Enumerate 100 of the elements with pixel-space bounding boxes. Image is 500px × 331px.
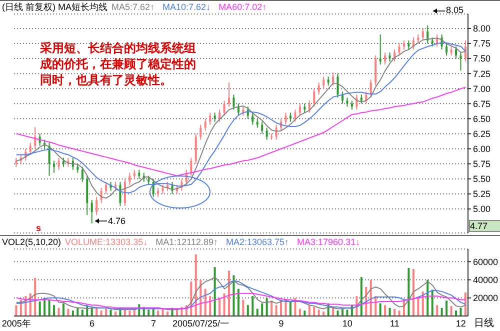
x-tick-label: 12 — [456, 318, 466, 328]
candlestick — [298, 103, 301, 116]
candlestick — [289, 112, 292, 122]
candlestick — [38, 133, 41, 146]
bar — [431, 290, 434, 316]
text: MA2:13063.75↑ — [226, 237, 290, 247]
x-tick-label: 9 — [278, 318, 284, 328]
annotation: 采用短、长结合的均线系统组成的价托，在兼顾了稳定性的同时，也具有了灵敏性。 — [40, 40, 197, 88]
bar — [384, 305, 386, 316]
bar — [346, 310, 348, 316]
bar — [105, 308, 108, 316]
candlestick — [346, 97, 348, 108]
bar — [218, 298, 221, 316]
bar — [72, 310, 74, 316]
candlestick — [370, 79, 372, 98]
y-tick-label: 6.50 — [473, 114, 491, 124]
candlestick — [62, 157, 64, 168]
x-tick-label: 10 — [342, 318, 352, 328]
candlestick — [379, 34, 382, 66]
candlestick — [76, 163, 79, 174]
candlestick — [162, 184, 164, 194]
candlestick — [422, 28, 424, 41]
y-tick-label: 7.75 — [473, 38, 491, 49]
y-tick-label: 5.75 — [473, 159, 491, 170]
bar — [408, 268, 410, 316]
candlestick — [34, 126, 36, 150]
bar — [242, 300, 244, 316]
y-tick-label: 6.00 — [473, 144, 491, 154]
candlestick — [350, 100, 353, 110]
candlestick — [29, 142, 32, 156]
candlestick — [138, 169, 140, 180]
bar — [81, 310, 84, 316]
candlestick — [204, 118, 206, 132]
bar — [436, 305, 438, 316]
x-tick-label: 11 — [390, 318, 400, 328]
candlestick — [365, 91, 368, 104]
candlestick — [200, 124, 202, 140]
bar — [15, 305, 18, 316]
bar — [237, 288, 240, 316]
bar — [67, 308, 70, 316]
bar — [48, 300, 50, 316]
bar — [388, 308, 391, 316]
text: MA3:17960.31↓ — [297, 237, 360, 247]
candlestick — [384, 52, 386, 66]
bar — [246, 305, 249, 316]
candlestick — [218, 109, 221, 122]
bar — [313, 306, 316, 316]
candlestick — [15, 157, 18, 168]
y-tick-label: 7.50 — [473, 54, 491, 64]
bar — [360, 277, 362, 316]
bar — [110, 310, 112, 316]
candlestick — [336, 73, 339, 98]
candlestick — [308, 100, 310, 114]
candlestick — [148, 175, 150, 186]
candlestick — [454, 46, 457, 60]
bar — [261, 303, 264, 316]
y-tick-label: 60000 — [473, 256, 498, 267]
y-tick-label: 5.50 — [473, 174, 491, 184]
candlestick — [232, 94, 235, 110]
line-series — [16, 292, 466, 310]
bar — [275, 305, 278, 316]
y-tick-label: 8.00 — [473, 24, 491, 34]
bar — [298, 308, 301, 316]
bar — [209, 296, 212, 316]
candlestick — [398, 42, 400, 56]
candlestick — [318, 82, 320, 96]
candlestick — [341, 91, 344, 104]
bar — [304, 310, 306, 316]
y-tick-label: 7.00 — [473, 84, 491, 94]
y-tick-label: 6.75 — [473, 98, 491, 109]
text: 日线 — [473, 316, 495, 330]
text: MA60:7.02↑ — [218, 2, 267, 12]
text: MA5:7.62↑ — [112, 2, 155, 12]
y-tick-label: 6.25 — [473, 128, 491, 139]
bar — [394, 308, 396, 316]
chart-title: VOL2(5,10,20) — [2, 237, 62, 247]
candlestick — [190, 157, 192, 176]
candlestick — [242, 106, 244, 116]
candlestick — [133, 169, 136, 180]
bar — [157, 310, 160, 316]
bar — [454, 310, 457, 316]
bar — [58, 308, 60, 316]
candlestick — [332, 72, 334, 86]
bar — [266, 298, 268, 316]
candlestick — [327, 76, 330, 86]
bar — [38, 302, 41, 316]
bar — [308, 305, 310, 316]
y-tick-label: 20000 — [473, 293, 498, 304]
bar — [53, 305, 56, 316]
candlestick — [408, 40, 410, 50]
candlestick — [228, 82, 230, 108]
y-tick-label: 40000 — [473, 274, 498, 285]
candlestick — [402, 40, 405, 50]
bar — [412, 268, 414, 316]
bar — [398, 310, 400, 316]
x-tick-label: 2005/07/25/一 — [172, 318, 230, 328]
y-tick-label: 5.00 — [473, 204, 491, 214]
candlestick — [128, 172, 131, 186]
candlestick — [313, 88, 316, 108]
candlestick — [223, 100, 226, 116]
